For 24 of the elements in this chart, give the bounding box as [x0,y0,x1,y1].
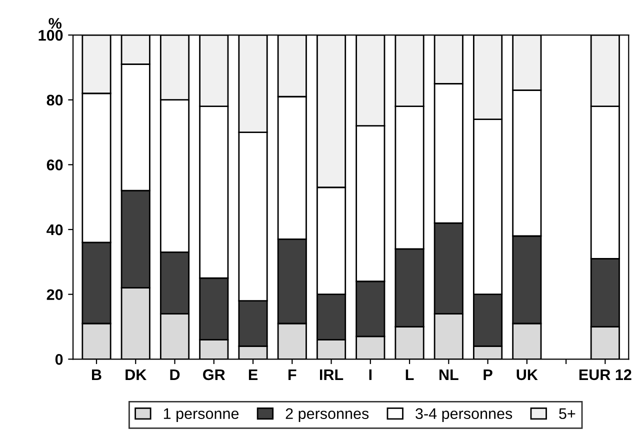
x-tick-label: I [369,369,372,380]
y-axis-title: % [48,18,62,29]
y-tick-label: 40 [46,224,63,236]
y-tick-label: 80 [46,94,63,106]
legend-label: 5+ [559,408,576,420]
x-tick-label: EUR 12 [579,369,632,380]
y-tick-label: 60 [46,160,63,170]
x-tick-label: NL [440,369,458,380]
x-tick-label: D [170,369,180,380]
legend-label: 2 personnes [286,408,369,422]
x-tick-label: GR [203,369,226,380]
x-tick-label: B [92,369,102,380]
y-tick-label: 0 [55,354,63,365]
legend-label: 3-4 personnes [416,408,512,422]
x-tick-label: IRL [320,369,344,380]
x-tick-label: UK [516,369,538,380]
x-tick-label: P [484,369,492,380]
y-tick-label: 100 [38,30,63,41]
x-tick-label: L [406,369,414,380]
y-tick-label: 20 [46,289,63,300]
x-tick-label: F [288,369,296,380]
x-tick-label: DK [126,369,147,380]
legend-label: 1 personne [164,408,239,422]
x-tick-label: E [248,369,258,380]
